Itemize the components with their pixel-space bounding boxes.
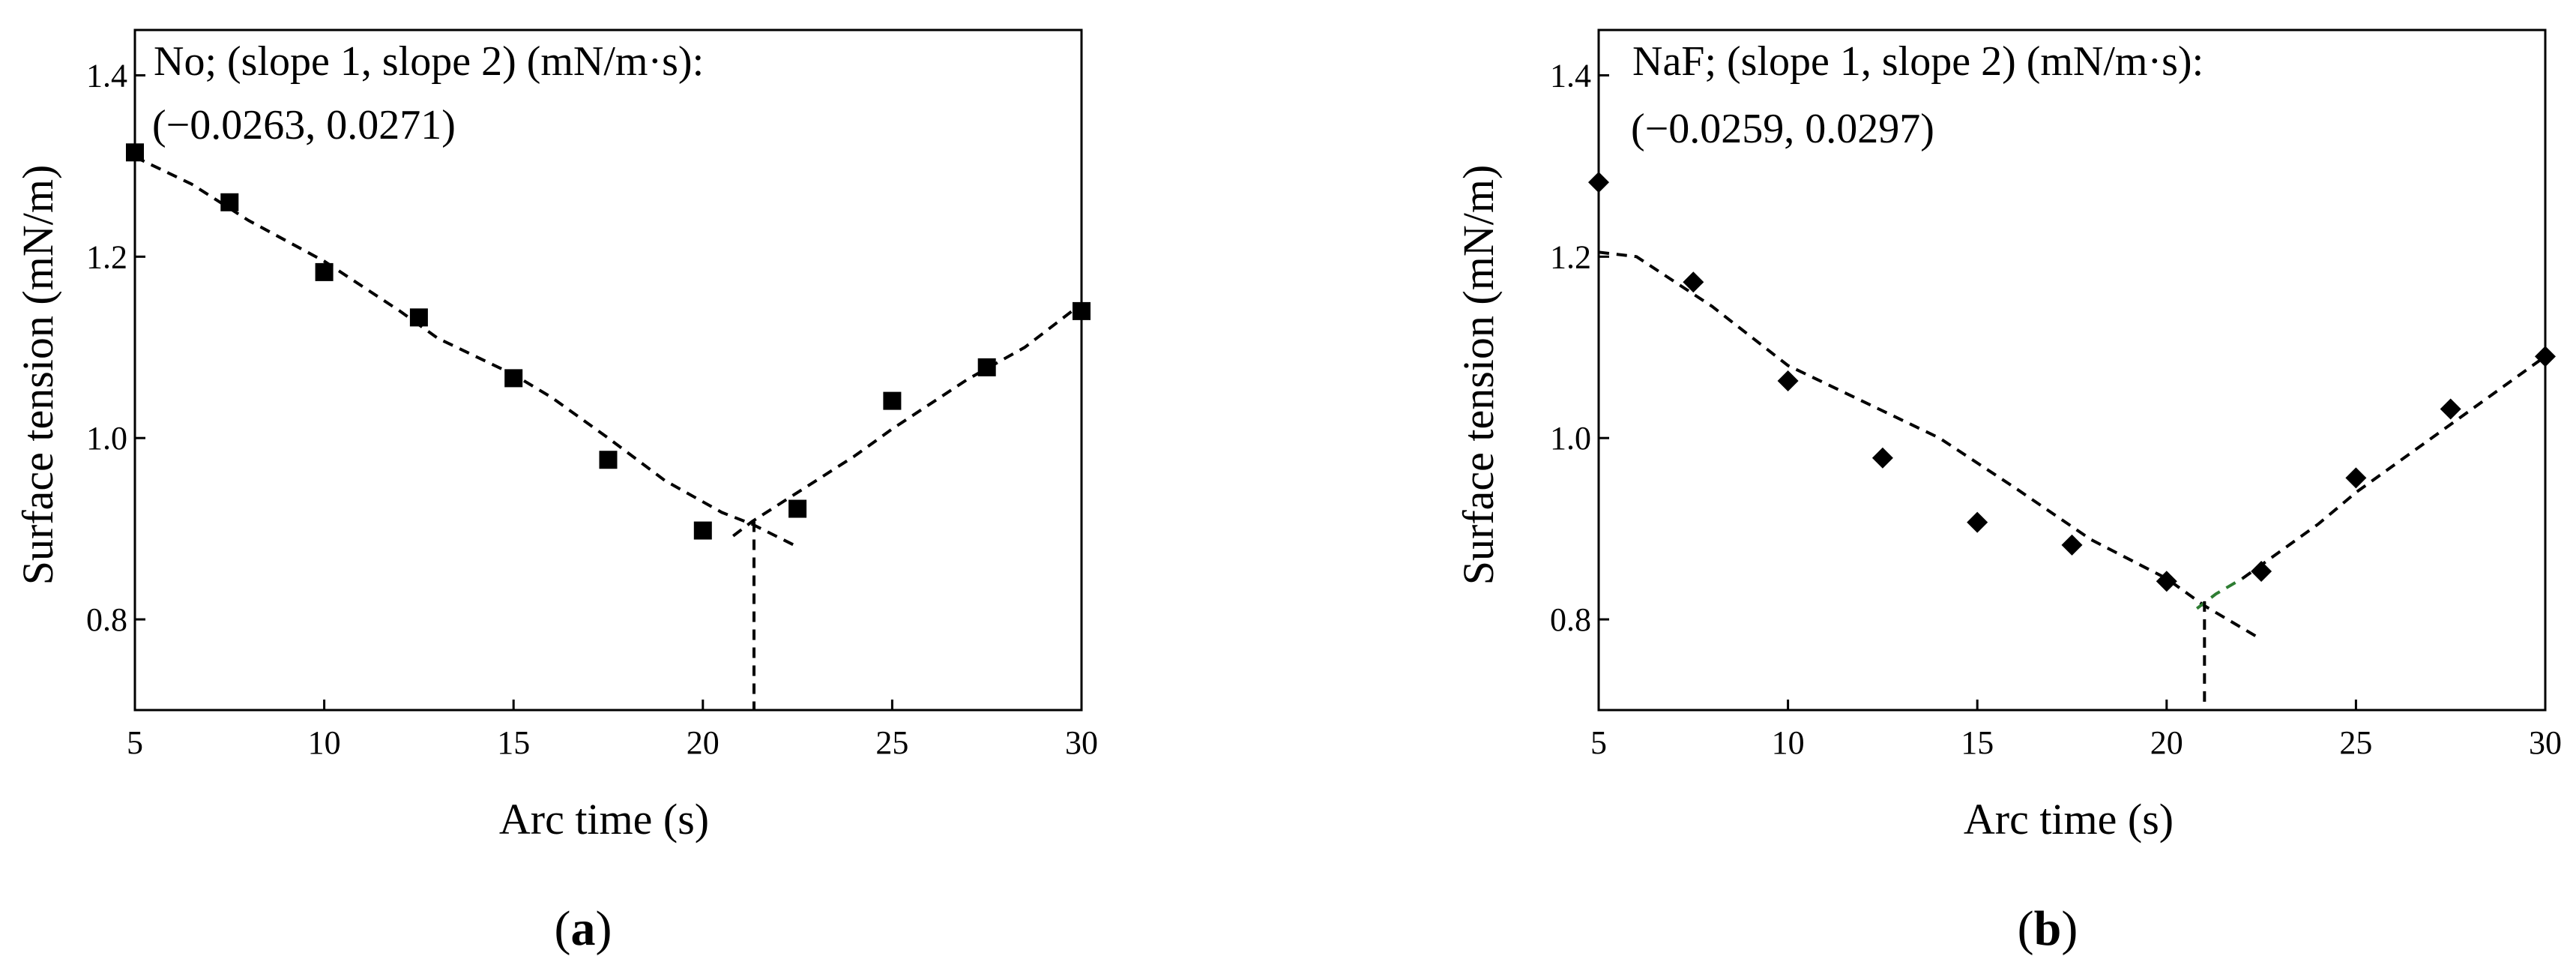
slope-annotation-b: NaF; (slope 1, slope 2) (mN/m·s): (−0.02…: [1631, 38, 2204, 152]
data-point: [2440, 398, 2461, 420]
data-point: [126, 143, 144, 162]
fit-line: [134, 155, 798, 549]
panel-label-a: (a): [555, 901, 612, 956]
chart-panel-a: 5 10 15 20 25 30 0.8 1.0 1.2 1.4 No; (slope 1, sl…: [13, 28, 1098, 956]
x-tick-label: 10: [1772, 724, 1805, 761]
panel-letter-b: b: [2034, 901, 2062, 956]
y-tick-label: 0.8: [1550, 601, 1591, 638]
y-tick-label: 1.4: [1550, 57, 1591, 94]
x-tick-label: 25: [2339, 724, 2372, 761]
y-tick-label: 0.8: [86, 601, 127, 638]
x-tick-label: 15: [497, 724, 530, 761]
fit-line: [2241, 355, 2547, 580]
x-tick-label: 25: [875, 724, 908, 761]
chart-panel-b: 5 10 15 20 25 30 0.8 1.0 1.2 1.4 NaF; (slope 1, s…: [1454, 28, 2562, 956]
y-tick-label: 1.0: [86, 420, 127, 457]
panel-letter-a: a: [571, 901, 596, 956]
y-axis-label-a: Surface tension (mN/m): [13, 165, 62, 586]
data-point: [599, 451, 618, 469]
x-tick-label: 5: [1590, 724, 1607, 761]
y-tick-label: 1.2: [1550, 238, 1591, 275]
y-tick-label: 1.2: [86, 238, 127, 275]
data-point: [2061, 534, 2083, 556]
plot-frame: [1597, 28, 2547, 712]
data-point: [504, 369, 523, 388]
x-tick-label: 20: [687, 724, 720, 761]
slope-annotation-a: No; (slope 1, slope 2) (mN/m·s): (−0.026…: [152, 38, 704, 148]
x-tick-label: 20: [2150, 724, 2183, 761]
plot-axes-b: 5 10 15 20 25 30 0.8 1.0 1.2 1.4: [1550, 28, 2562, 761]
panel-label-b: (b): [2018, 901, 2078, 956]
data-point: [315, 262, 334, 281]
y-tick-label: 1.4: [86, 57, 127, 94]
data-point: [220, 193, 239, 211]
data-point: [1967, 511, 1988, 533]
x-tick-label: 30: [1065, 724, 1098, 761]
fit-lines-a: [134, 155, 1083, 710]
fit-line: [1598, 250, 2263, 641]
data-point: [2345, 467, 2367, 489]
data-points-b: [1588, 172, 2556, 592]
annotation-line-2: (−0.0263, 0.0271): [152, 102, 456, 148]
x-axis-label-a: Arc time (s): [499, 795, 709, 844]
x-tick-label: 30: [2529, 724, 2562, 761]
x-axis-label-b: Arc time (s): [1964, 795, 2174, 844]
data-point: [788, 499, 807, 518]
data-point: [1777, 370, 1799, 392]
y-tick-label: 1.0: [1550, 420, 1591, 457]
data-point: [2251, 560, 2272, 582]
data-point: [1073, 301, 1091, 320]
data-point: [977, 358, 996, 376]
data-point: [1683, 271, 1704, 293]
annotation-line-1: No; (slope 1, slope 2) (mN/m·s):: [154, 38, 704, 85]
annotation-line-1: NaF; (slope 1, slope 2) (mN/m·s):: [1632, 38, 2204, 85]
data-point: [2535, 346, 2556, 367]
plot-frame: [133, 28, 1083, 712]
x-tick-label: 5: [127, 724, 143, 761]
y-axis-label-b: Surface tension (mN/m): [1454, 165, 1503, 586]
data-point: [883, 391, 902, 410]
data-point: [1588, 172, 1609, 193]
fit-line: [732, 302, 1083, 538]
data-points-a: [126, 143, 1091, 540]
x-tick-label: 15: [1961, 724, 1994, 761]
data-point: [693, 521, 712, 540]
fit-lines-b: [1598, 250, 2547, 710]
data-point: [1871, 447, 1893, 469]
data-point: [2156, 571, 2177, 592]
data-point: [409, 308, 428, 327]
plot-axes-a: 5 10 15 20 25 30 0.8 1.0 1.2 1.4: [86, 28, 1098, 761]
annotation-line-2: (−0.0259, 0.0297): [1631, 106, 1934, 152]
x-tick-label: 10: [308, 724, 341, 761]
